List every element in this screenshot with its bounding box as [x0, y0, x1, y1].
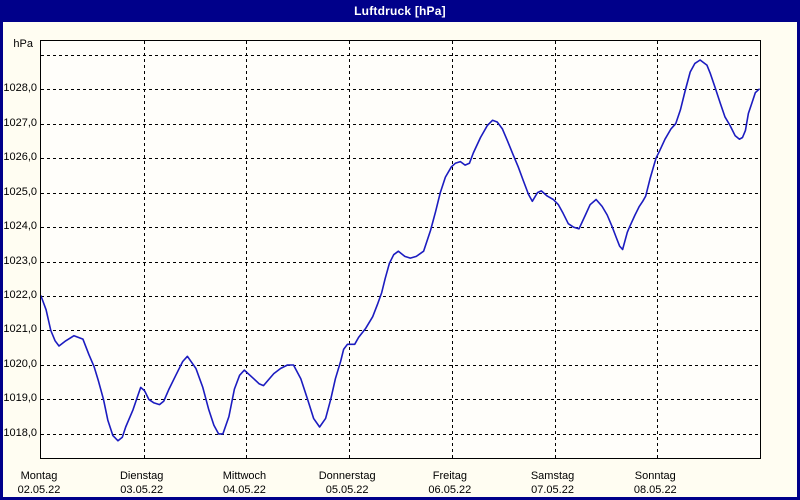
y-tick-label-1024: 1024,0: [3, 220, 37, 233]
y-tick-label-1027: 1027,0: [3, 116, 37, 129]
day-name: Montag: [20, 470, 58, 482]
day-name: Mittwoch: [222, 470, 267, 482]
y-tick-label-1028: 1028,0: [3, 82, 37, 95]
x-day-label-freitag: Freitag 06.05.22: [395, 469, 505, 497]
y-tick-label-1019: 1019,0: [3, 392, 37, 405]
x-day-label-dienstag: Dienstag 03.05.22: [87, 469, 197, 497]
y-tick-label-1022: 1022,0: [3, 289, 37, 302]
day-date: 05.05.22: [325, 484, 369, 496]
chart-canvas: hPa 1018,0 1019,0 1020,0 1021,0 1022,0 1023,0…: [3, 22, 797, 497]
day-name: Freitag: [432, 470, 467, 482]
pressure-line-chart: [41, 41, 760, 458]
day-date: 08.05.22: [633, 484, 677, 496]
day-date: 06.05.22: [428, 484, 472, 496]
day-date: 07.05.22: [531, 484, 574, 496]
y-axis-unit-label: hPa: [13, 38, 33, 50]
x-day-label-samstag: Samstag 07.05.22: [498, 469, 608, 497]
day-date: 02.05.22: [17, 484, 61, 496]
window-title: Luftdruck [hPa]: [354, 4, 446, 18]
y-tick-label-1018: 1018,0: [3, 426, 37, 439]
pressure-curve: [41, 59, 760, 442]
plot-area: [40, 40, 761, 459]
x-day-label-mittwoch: Mittwoch 04.05.22: [189, 469, 299, 497]
day-name: Donnerstag: [318, 470, 376, 482]
y-tick-label-1026: 1026,0: [3, 151, 37, 164]
x-day-label-donnerstag: Donnerstag 05.05.22: [292, 469, 402, 497]
y-tick-label-1023: 1023,0: [3, 254, 37, 267]
day-name: Dienstag: [119, 470, 164, 482]
y-tick-label-1021: 1021,0: [3, 323, 37, 336]
y-tick-label-1020: 1020,0: [3, 357, 37, 370]
y-tick-label-1025: 1025,0: [3, 185, 37, 198]
x-day-label-sonntag: Sonntag 08.05.22: [600, 469, 710, 497]
day-name: Sonntag: [634, 470, 676, 482]
x-day-label-montag: Montag 02.05.22: [0, 469, 94, 497]
day-name: Samstag: [530, 470, 575, 482]
day-date: 04.05.22: [223, 484, 266, 496]
window-title-bar[interactable]: Luftdruck [hPa]: [0, 0, 800, 22]
day-date: 03.05.22: [120, 484, 164, 496]
